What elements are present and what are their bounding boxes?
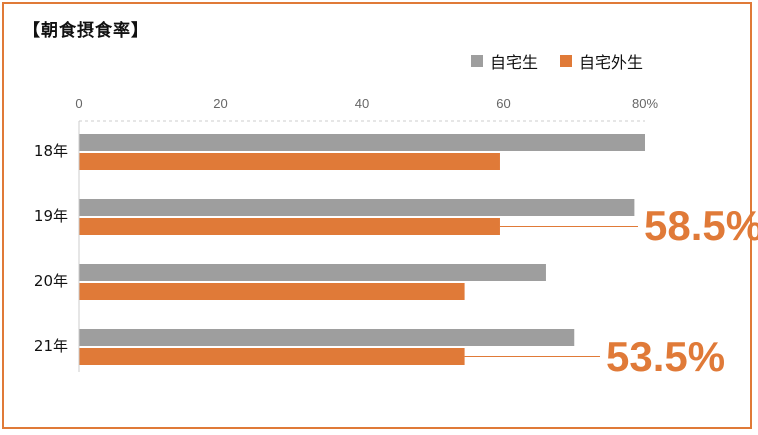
bar-series1 bbox=[79, 329, 575, 346]
category-label: 21年 bbox=[34, 337, 68, 355]
bar-series2 bbox=[79, 348, 465, 365]
annotation-label: 53.5% bbox=[606, 333, 725, 380]
legend-item-series1: 自宅生 bbox=[471, 49, 538, 73]
legend-swatch-series1 bbox=[471, 55, 483, 67]
annotation-label: 58.5% bbox=[644, 202, 758, 249]
legend-label-series1: 自宅生 bbox=[490, 53, 539, 72]
chart-title: 【朝食摂食率】 bbox=[23, 21, 149, 41]
category-label: 18年 bbox=[34, 142, 68, 160]
legend-label-series2: 自宅外生 bbox=[579, 53, 644, 72]
legend-item-series2: 自宅外生 bbox=[560, 49, 643, 73]
category-label: 20年 bbox=[34, 272, 68, 290]
x-tick-label: 60 bbox=[496, 96, 510, 111]
x-tick-label: 20 bbox=[213, 96, 227, 111]
bar-series1 bbox=[79, 134, 645, 151]
bar-series1 bbox=[79, 264, 546, 281]
bar-series2 bbox=[79, 153, 500, 170]
legend: 自宅生 自宅外生 bbox=[471, 49, 665, 73]
bar-series1 bbox=[79, 199, 635, 216]
bar-series2 bbox=[79, 283, 465, 300]
x-tick-label: 40 bbox=[355, 96, 369, 111]
bar-series2 bbox=[79, 218, 500, 235]
category-label: 19年 bbox=[34, 207, 68, 225]
legend-swatch-series2 bbox=[560, 55, 573, 67]
x-tick-label: 80% bbox=[632, 96, 658, 111]
x-tick-label: 0 bbox=[75, 96, 82, 111]
